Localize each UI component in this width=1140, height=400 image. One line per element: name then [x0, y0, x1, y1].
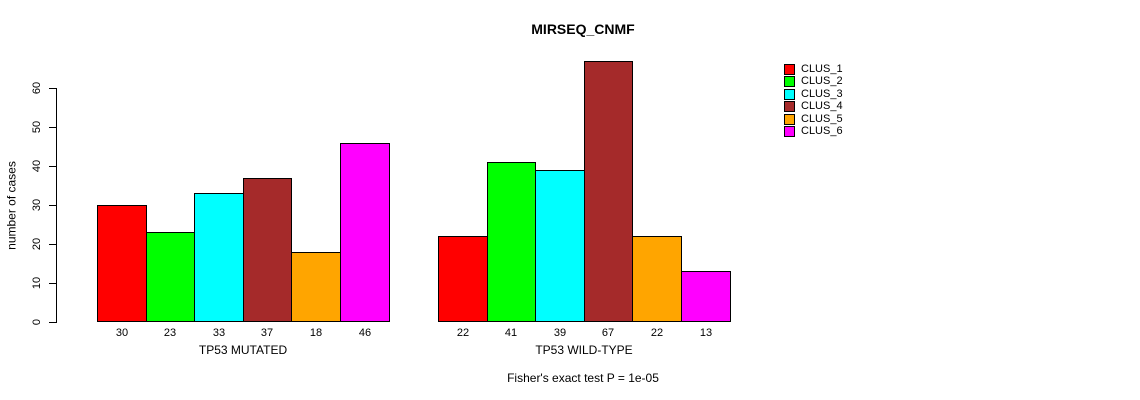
bar-clus-6-tp53-mutated [340, 143, 390, 322]
y-axis-tick [49, 322, 56, 323]
bar-value-label: 18 [309, 327, 323, 339]
bar-value-label: 13 [699, 327, 713, 339]
bar-clus-2-tp53-mutated [146, 232, 195, 322]
legend-item-clus-5: CLUS_5 [784, 112, 843, 125]
y-axis-tick [49, 283, 56, 284]
bar-clus-3-tp53-wild-type [535, 170, 585, 322]
bar-clus-3-tp53-mutated [194, 193, 244, 322]
legend-swatch-clus-2 [784, 76, 795, 88]
legend-swatch-clus-3 [784, 88, 795, 100]
bar-value-label: 46 [358, 327, 372, 339]
legend-swatch-clus-1 [784, 64, 795, 75]
bar-value-label: 22 [650, 327, 664, 339]
legend-label: CLUS_6 [801, 124, 843, 137]
legend-item-clus-4: CLUS_4 [784, 100, 843, 113]
group-label-tp53-mutated: TP53 MUTATED [198, 343, 288, 357]
y-axis-tick-label: 0 [31, 318, 43, 326]
y-axis-label: number of cases [4, 161, 19, 250]
bar-value-label: 41 [504, 327, 518, 339]
y-axis-tick-label: 10 [31, 276, 43, 290]
bar-value-label: 22 [456, 327, 470, 339]
y-axis-tick [49, 127, 56, 128]
bar-clus-5-tp53-wild-type [632, 236, 682, 322]
y-axis-tick-label: 40 [31, 159, 43, 173]
y-axis-tick-label: 30 [31, 198, 43, 212]
y-axis-tick-label: 20 [31, 237, 43, 251]
bar-clus-1-tp53-wild-type [438, 236, 488, 322]
y-axis-tick-label: 60 [31, 81, 43, 95]
bar-value-label: 37 [260, 327, 274, 339]
y-axis-tick [49, 88, 56, 89]
legend-item-clus-6: CLUS_6 [784, 124, 843, 137]
bar-clus-4-tp53-mutated [243, 178, 292, 322]
bar-clus-5-tp53-mutated [291, 252, 341, 322]
bar-value-label: 67 [601, 327, 615, 339]
bar-value-label: 23 [163, 327, 177, 339]
legend-swatch-clus-6 [784, 125, 795, 137]
chart-title: MIRSEQ_CNMF [531, 21, 635, 37]
legend-item-clus-2: CLUS_2 [784, 75, 843, 88]
bar-value-label: 39 [553, 327, 567, 339]
legend-label: CLUS_3 [801, 87, 843, 100]
legend: CLUS_1 CLUS_2 CLUS_3 CLUS_4 CLUS_5 CLUS_… [784, 64, 843, 138]
group-label-tp53-wild-type: TP53 WILD-TYPE [535, 343, 633, 357]
y-axis-tick-label: 50 [31, 120, 43, 134]
y-axis-tick [49, 205, 56, 206]
bar-value-label: 30 [115, 327, 129, 339]
bar-clus-1-tp53-mutated [97, 205, 147, 322]
bar-value-label: 33 [212, 327, 226, 339]
bar-clus-4-tp53-wild-type [584, 61, 633, 322]
legend-label: CLUS_4 [801, 100, 843, 113]
bar-clus-6-tp53-wild-type [681, 271, 731, 322]
legend-item-clus-1: CLUS_1 [784, 64, 843, 75]
legend-swatch-clus-4 [784, 101, 795, 113]
y-axis-tick [49, 244, 56, 245]
fisher-test-caption: Fisher's exact test P = 1e-05 [507, 371, 659, 385]
legend-item-clus-3: CLUS_3 [784, 87, 843, 100]
legend-label: CLUS_2 [801, 75, 843, 88]
bar-clus-2-tp53-wild-type [487, 162, 536, 322]
legend-swatch-clus-5 [784, 113, 795, 125]
y-axis-tick [49, 166, 56, 167]
legend-label: CLUS_5 [801, 112, 843, 125]
legend-label: CLUS_1 [801, 63, 843, 75]
y-axis-line [56, 88, 57, 323]
